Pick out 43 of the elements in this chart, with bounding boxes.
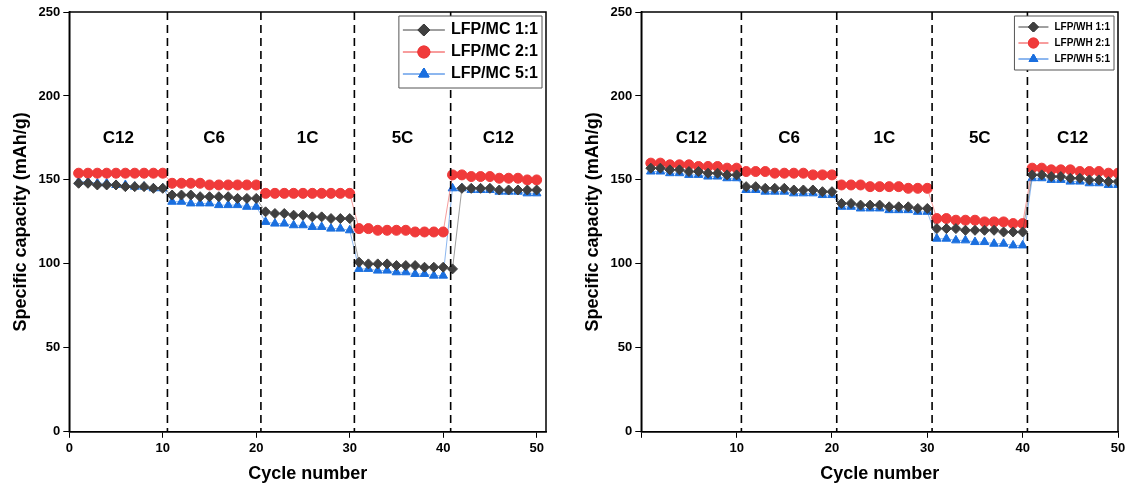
annotation: C12 (102, 127, 134, 147)
y-axis-title: Specific capacity (mAh/g) (9, 112, 30, 332)
y-tick-label: 200 (610, 87, 633, 103)
y-tick-label: 250 (38, 3, 61, 19)
x-tick-label: 10 (155, 440, 170, 456)
legend-label: LFP/MC 5:1 (450, 64, 539, 82)
annotation: 1C (873, 127, 896, 147)
legend-label: LFP/MC 1:1 (450, 20, 539, 38)
y-tick-label: 100 (610, 255, 633, 271)
x-tick-label: 30 (342, 440, 357, 456)
y-tick-label: 100 (38, 255, 61, 271)
annotation: 1C (296, 127, 319, 147)
annotation: 5C (968, 127, 991, 147)
annotation: 5C (391, 127, 414, 147)
y-tick-label: 0 (625, 423, 633, 439)
annotation: C6 (203, 127, 226, 147)
x-axis-title: Cycle number (248, 463, 368, 484)
y-tick-label: 150 (610, 171, 633, 187)
legend-label: LFP/WH 2:1 (1054, 36, 1111, 48)
y-tick-label: 50 (45, 339, 61, 355)
x-tick-label: 50 (529, 440, 544, 456)
y-axis-title: Specific capacity (mAh/g) (581, 112, 602, 332)
y-tick-label: 50 (617, 339, 633, 355)
x-tick-label: 10 (729, 440, 744, 456)
x-axis-title: Cycle number (820, 463, 940, 484)
annotation: C12 (675, 127, 707, 147)
annotation: C12 (1057, 127, 1089, 147)
legend-label: LFP/MC 2:1 (450, 42, 539, 60)
y-tick-label: 200 (38, 87, 61, 103)
x-tick-label: 40 (435, 440, 451, 456)
x-tick-label: 20 (249, 440, 264, 456)
x-tick-label: 40 (1015, 440, 1030, 456)
y-tick-label: 0 (53, 423, 61, 439)
x-tick-label: 20 (824, 440, 840, 456)
y-tick-label: 250 (610, 3, 633, 19)
y-tick-label: 150 (38, 171, 61, 187)
annotation: C12 (482, 127, 514, 147)
x-tick-label: 30 (920, 440, 935, 456)
legend-label: LFP/WH 5:1 (1054, 52, 1111, 64)
legend-label: LFP/WH 1:1 (1054, 20, 1111, 32)
x-tick-label: 0 (65, 440, 73, 456)
x-tick-label: 50 (1110, 440, 1126, 456)
annotation: C6 (778, 127, 800, 147)
